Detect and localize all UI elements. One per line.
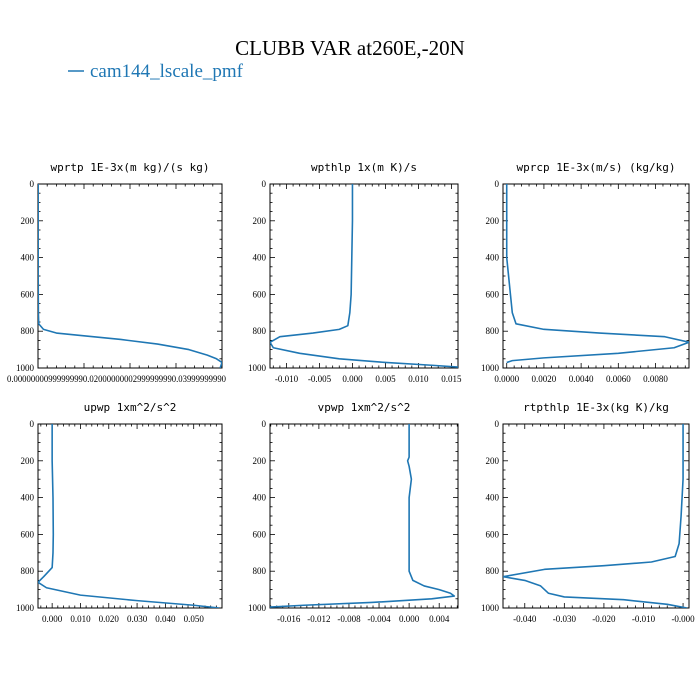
y-tick-label: 1000: [248, 603, 267, 613]
panel-3: wprcp 1E-3x(m/s) (kg/kg) 0 200 400 600 800 100…: [481, 161, 690, 384]
y-tick-label: 800: [253, 326, 267, 336]
x-tick-label: 0.010: [408, 374, 429, 384]
y-tick-label: 200: [486, 216, 500, 226]
x-tick-label: 0.020: [99, 614, 120, 624]
y-tick-label: 600: [21, 289, 35, 299]
panel-title: wprtp 1E-3x(m kg)/(s kg): [51, 161, 210, 174]
plot-frame: [37, 423, 223, 609]
y-tick-label: 400: [21, 493, 35, 503]
x-tick-label: 0.000: [399, 614, 420, 624]
x-tick-label: -0.040: [513, 614, 537, 624]
x-tick-labels-overlapped: 0.00000000999999990.02000000002999999990…: [7, 374, 226, 384]
y-tick-label: 1000: [16, 603, 35, 613]
x-tick-label: 0.015: [441, 374, 462, 384]
panel-title: rtpthlp 1E-3x(kg K)/kg: [523, 401, 669, 414]
x-tick-label: 0.010: [70, 614, 91, 624]
plot-frame: [269, 183, 459, 369]
panel-5: vpwp 1xm^2/s^2 0 200 400 600 800 1000 -0.016 -0.…: [248, 401, 459, 624]
y-tick-label: 400: [486, 493, 500, 503]
panel-6: rtpthlp 1E-3x(kg K)/kg 0 200 400 600 800 1000 -…: [481, 401, 695, 624]
panel-2: wpthlp 1x(m K)/s 0 200 400 600 800 1000 -0.010-…: [248, 161, 462, 384]
y-tick-label: 800: [21, 566, 35, 576]
series-line: [505, 184, 689, 364]
y-tick-label: 1000: [16, 363, 35, 373]
x-tick-label: 0.004: [429, 614, 450, 624]
panel-title: wprcp 1E-3x(m/s) (kg/kg): [517, 161, 676, 174]
x-tick-label: 0.005: [375, 374, 396, 384]
panel-title: upwp 1xm^2/s^2: [84, 401, 177, 414]
y-tick-label: 200: [21, 216, 35, 226]
y-tick-label: 600: [486, 289, 500, 299]
x-tick-label: -0.012: [307, 614, 330, 624]
x-tick-label: 0.0080: [643, 374, 668, 384]
x-tick-label: -0.020: [592, 614, 616, 624]
y-tick-label: 0: [30, 419, 35, 429]
figure-title: CLUBB VAR at260E,-20N: [235, 36, 465, 60]
series-line: [38, 424, 220, 608]
legend-label: cam144_lscale_pmf: [90, 61, 244, 82]
x-tick-label: 0.050: [184, 614, 205, 624]
x-tick-label: 0.0060: [606, 374, 631, 384]
plot-frame: [502, 183, 690, 369]
panel-1: wprtp 1E-3x(m kg)/(s kg) 0 200 400 600 800 100…: [7, 161, 226, 384]
x-tick-label: 0.0040: [569, 374, 594, 384]
panels: wprtp 1E-3x(m kg)/(s kg) 0 200 400 600 800 100…: [7, 161, 695, 624]
x-tick-label: -0.030: [553, 614, 577, 624]
y-tick-label: 400: [253, 493, 267, 503]
y-tick-label: 800: [253, 566, 267, 576]
y-tick-label: 200: [253, 456, 267, 466]
y-tick-label: 600: [21, 529, 35, 539]
x-tick-label: 0.000: [342, 374, 363, 384]
panel-title: vpwp 1xm^2/s^2: [318, 401, 411, 414]
y-tick-label: 200: [253, 216, 267, 226]
series-line: [38, 184, 222, 368]
y-tick-label: 400: [253, 253, 267, 263]
y-tick-label: 600: [486, 529, 500, 539]
x-tick-label: -0.004: [367, 614, 391, 624]
x-tick-label: -0.008: [337, 614, 361, 624]
panel-title: wpthlp 1x(m K)/s: [311, 161, 417, 174]
y-tick-label: 1000: [481, 363, 500, 373]
y-tick-label: 0: [262, 179, 267, 189]
y-tick-label: 200: [486, 456, 500, 466]
panel-4: upwp 1xm^2/s^2 0 200 400 600 800 1000 0.000 0.01…: [16, 401, 223, 624]
x-tick-label: -0.010: [632, 614, 656, 624]
y-tick-label: 0: [495, 419, 500, 429]
y-tick-label: 0: [495, 179, 500, 189]
series-line: [270, 184, 458, 368]
x-tick-label: 0.040: [155, 614, 176, 624]
y-tick-label: 800: [486, 326, 500, 336]
y-tick-label: 200: [21, 456, 35, 466]
x-tick-label: 0.0000: [494, 374, 519, 384]
x-tick-label: 0.000: [42, 614, 63, 624]
x-tick-label: 0.0020: [532, 374, 557, 384]
plot-frame: [502, 423, 690, 609]
y-tick-label: 1000: [248, 363, 267, 373]
x-tick-label: -0.005: [308, 374, 332, 384]
y-tick-label: 400: [21, 253, 35, 263]
plot-frame: [269, 423, 459, 609]
y-tick-label: 0: [262, 419, 267, 429]
x-tick-label: -0.010: [275, 374, 299, 384]
y-tick-label: 600: [253, 529, 267, 539]
y-tick-label: 800: [486, 566, 500, 576]
x-tick-label: 0.030: [127, 614, 148, 624]
y-tick-label: 400: [486, 253, 500, 263]
y-tick-label: 600: [253, 289, 267, 299]
y-tick-label: 800: [21, 326, 35, 336]
series-line: [503, 424, 688, 608]
y-tick-label: 0: [30, 179, 35, 189]
x-tick-label: -0.016: [277, 614, 301, 624]
y-tick-label: 1000: [481, 603, 500, 613]
series-line: [270, 424, 456, 608]
x-tick-label: -0.000: [671, 614, 695, 624]
